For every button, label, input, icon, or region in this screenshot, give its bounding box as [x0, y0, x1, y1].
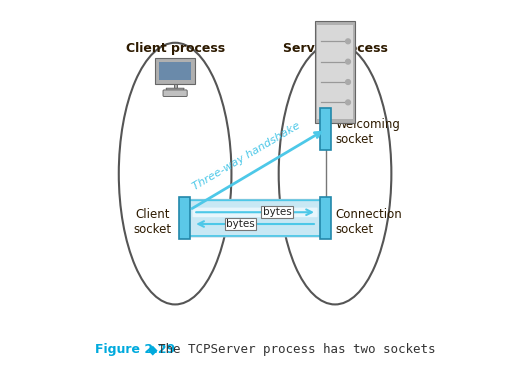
Polygon shape [155, 58, 195, 84]
FancyBboxPatch shape [321, 108, 331, 150]
FancyBboxPatch shape [180, 197, 190, 239]
FancyBboxPatch shape [188, 199, 322, 237]
Polygon shape [166, 88, 184, 92]
Text: Connection
socket: Connection socket [336, 208, 403, 236]
Polygon shape [318, 24, 352, 119]
Circle shape [346, 39, 350, 44]
FancyBboxPatch shape [163, 90, 187, 97]
Text: The TCPServer process has two sockets: The TCPServer process has two sockets [158, 344, 436, 356]
Text: bytes: bytes [263, 207, 291, 217]
Text: Welcoming
socket: Welcoming socket [336, 118, 401, 146]
FancyBboxPatch shape [321, 197, 331, 239]
Text: bytes: bytes [226, 219, 255, 229]
Text: Figure 2.29: Figure 2.29 [95, 344, 175, 356]
FancyBboxPatch shape [188, 200, 322, 236]
Polygon shape [159, 62, 191, 80]
Text: Server process: Server process [283, 42, 387, 55]
Text: Client process: Client process [126, 42, 225, 55]
Text: Three-way handshake: Three-way handshake [190, 120, 302, 192]
Polygon shape [315, 21, 355, 123]
Circle shape [346, 100, 350, 105]
Text: ◆: ◆ [144, 344, 162, 356]
FancyBboxPatch shape [192, 208, 318, 217]
Text: Client
socket: Client socket [133, 208, 172, 236]
Circle shape [346, 59, 350, 64]
Polygon shape [173, 84, 176, 88]
Circle shape [346, 80, 350, 85]
